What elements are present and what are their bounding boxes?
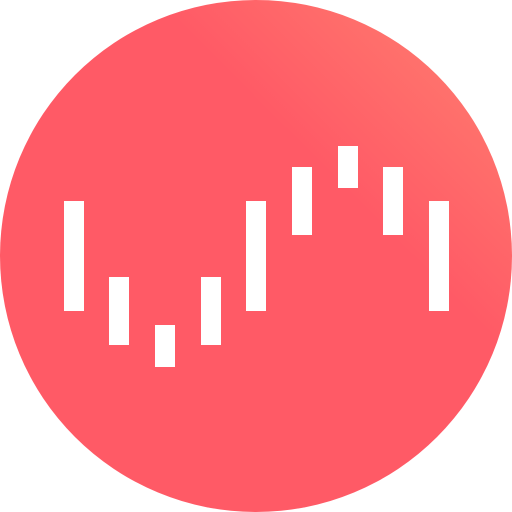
waveform-bar [292, 167, 312, 235]
waveform-bars [64, 146, 449, 367]
waveform-bar [338, 146, 358, 188]
waveform-bar [109, 277, 129, 345]
waveform-bar [201, 277, 221, 345]
waveform-bar [383, 167, 403, 235]
waveform-bar [429, 201, 449, 311]
waveform-bar [155, 325, 175, 367]
waveform-bar [246, 201, 266, 311]
waveform-bar [64, 201, 84, 311]
